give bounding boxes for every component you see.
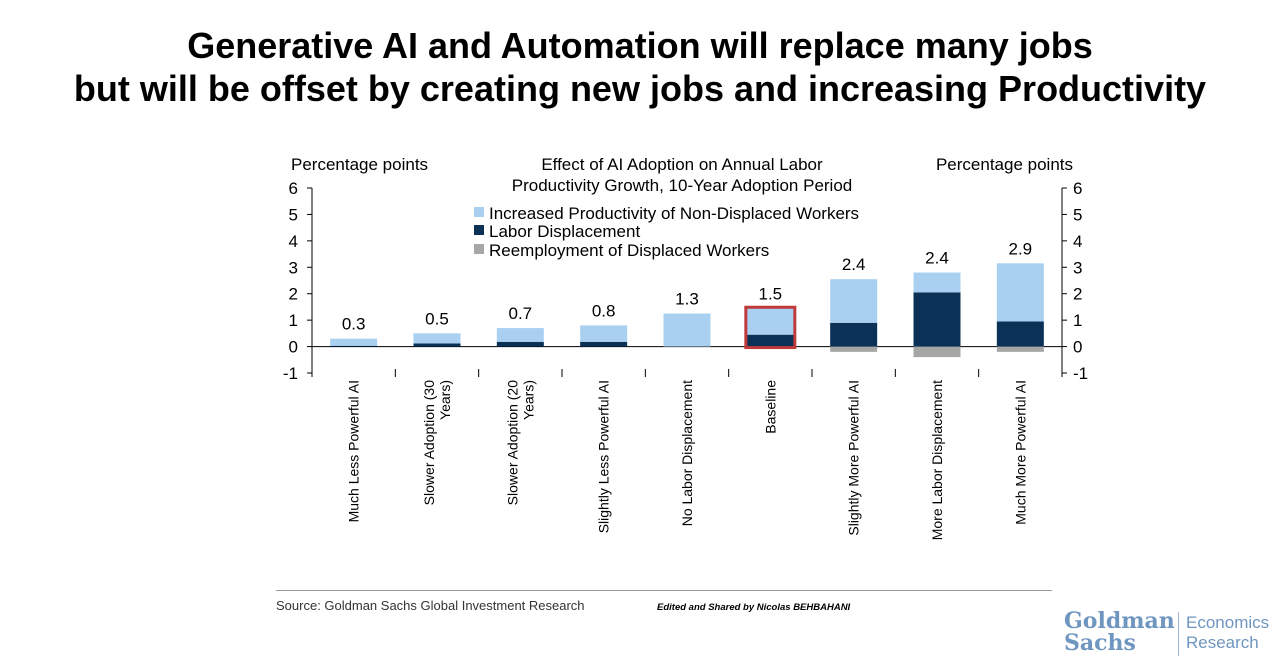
footer-divider	[276, 590, 1052, 591]
y-tick-label-left: 4	[289, 232, 298, 251]
y-tick-label-left: 3	[289, 258, 298, 277]
y-tick-label-right: 1	[1073, 311, 1082, 330]
bar-total-label: 1.5	[759, 284, 783, 303]
bar-labor-displacement	[496, 341, 544, 347]
y-tick-label-left: 5	[289, 205, 298, 224]
legend-swatch	[474, 207, 484, 217]
x-category-label: Much Less Powerful AI	[346, 380, 362, 522]
x-category-label: Much More Powerful AI	[1012, 380, 1028, 525]
y-tick-label-right: -1	[1073, 364, 1088, 383]
x-category-label: More Labor Displacement	[929, 380, 945, 540]
x-category-label: Slightly Less Powerful AI	[596, 380, 612, 533]
bar-total-label: 0.8	[592, 301, 616, 320]
bar-reemployment	[830, 346, 878, 352]
bar-total-label: 2.4	[842, 255, 866, 274]
edited-by-note: Edited and Shared by Nicolas BEHBAHANI	[657, 602, 851, 613]
legend-swatch	[474, 244, 484, 254]
bar-reemployment	[996, 346, 1044, 352]
bar-productivity	[330, 338, 378, 346]
bar-reemployment	[913, 346, 961, 358]
y-tick-label-left: 1	[289, 311, 298, 330]
x-category-label: Years)	[437, 380, 453, 420]
bar-labor-displacement	[830, 322, 878, 347]
page-title: Generative AI and Automation will replac…	[0, 24, 1280, 110]
bar-total-label: 0.5	[425, 309, 449, 328]
x-category-label: Baseline	[762, 380, 778, 434]
y-tick-label-right: 3	[1073, 258, 1082, 277]
bar-productivity	[496, 328, 544, 342]
page-title-line-2: but will be offset by creating new jobs …	[73, 68, 1207, 109]
bar-labor-displacement	[580, 341, 628, 347]
bar-labor-displacement	[413, 343, 461, 347]
x-category-label: Slower Adoption (30	[421, 380, 437, 506]
baseline-highlight-box	[744, 305, 797, 350]
logo-wordmark: Goldman Sachs	[1064, 608, 1175, 656]
bar-total-label: 2.4	[925, 249, 949, 268]
y-axis-label-left: Percentage points	[291, 155, 428, 174]
legend-swatch	[474, 225, 484, 235]
bar-total-label: 0.3	[342, 315, 366, 334]
y-axis-label-right: Percentage points	[936, 155, 1073, 174]
bar-labor-displacement	[913, 292, 961, 347]
y-tick-label-right: 0	[1073, 338, 1082, 357]
source-note: Source: Goldman Sachs Global Investment …	[276, 598, 585, 613]
bar-productivity	[580, 325, 628, 342]
y-tick-label-right: 4	[1073, 232, 1082, 251]
logo-division: Economics Research	[1186, 613, 1270, 652]
bar-labor-displacement	[330, 345, 378, 347]
bar-productivity	[913, 272, 961, 293]
page-title-line-1: Generative AI and Automation will replac…	[187, 25, 1093, 66]
chart-title-line-1: Effect of AI Adoption on Annual Labor	[541, 155, 823, 174]
y-tick-label-left: 0	[289, 338, 298, 357]
y-tick-label-left: -1	[283, 364, 298, 383]
bar-total-label: 2.9	[1009, 239, 1033, 258]
y-tick-label-right: 2	[1073, 285, 1082, 304]
bar-labor-displacement	[996, 321, 1044, 347]
bar-productivity	[830, 279, 878, 323]
y-tick-label-right: 5	[1073, 205, 1082, 224]
y-tick-label-right: 6	[1073, 179, 1082, 198]
bar-productivity	[413, 333, 461, 344]
x-category-label: Years)	[520, 380, 536, 420]
y-tick-label-left: 2	[289, 285, 298, 304]
x-category-label: Slower Adoption (20	[504, 380, 520, 506]
bar-total-label: 0.7	[509, 304, 533, 323]
legend-label: Labor Displacement	[489, 222, 640, 241]
x-category-label: Slightly More Powerful AI	[846, 380, 862, 536]
chart-title-line-2: Productivity Growth, 10-Year Adoption Pe…	[512, 176, 853, 195]
bar-labor-displacement	[746, 334, 794, 347]
bar-productivity	[996, 263, 1044, 322]
legend-label: Reemployment of Displaced Workers	[489, 241, 769, 260]
legend-label: Increased Productivity of Non-Displaced …	[489, 204, 859, 223]
y-tick-label-left: 6	[289, 179, 298, 198]
bar-productivity	[663, 313, 711, 347]
logo-separator	[1178, 612, 1179, 656]
bar-productivity	[746, 308, 794, 335]
bar-total-label: 1.3	[675, 290, 699, 309]
x-category-label: No Labor Displacement	[679, 380, 695, 526]
